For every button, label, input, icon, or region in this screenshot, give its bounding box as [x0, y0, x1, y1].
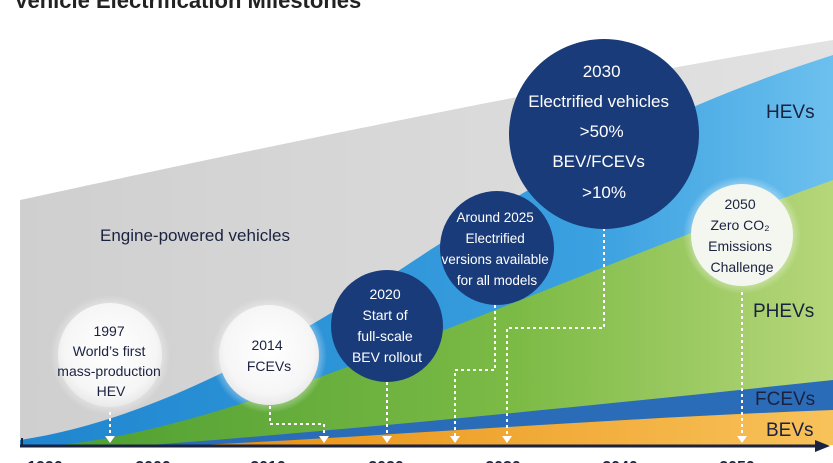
label-hevs: HEVs — [766, 102, 815, 123]
arrowhead-icon — [319, 436, 329, 443]
year-label: 2040 — [602, 459, 638, 463]
milestone-line: full-scale — [357, 328, 412, 344]
year-label: 2010 — [250, 459, 286, 463]
label-phevs: PHEVs — [753, 301, 814, 322]
milestone-line: Electrified — [465, 231, 524, 246]
milestone-line: World’s first — [73, 343, 146, 359]
year-label: 2050 — [719, 459, 755, 463]
milestone-line: BEV/FCEVs — [552, 152, 645, 171]
arrowhead-icon — [450, 436, 460, 443]
milestone-2025: Around 2025 Electrified versions availab… — [440, 191, 554, 305]
milestone-2014: 2014 FCEVs — [211, 297, 327, 413]
milestone-line: BEV rollout — [352, 349, 422, 365]
axis-year-labels: 1990 2000 2010 2020 2030 2040 2050 — [27, 459, 755, 463]
year-label: 2030 — [485, 459, 521, 463]
page-title: Vehicle Electrification Milestones — [14, 0, 362, 13]
milestone-line: Zero CO₂ — [710, 217, 769, 233]
milestone-line: 1997 — [93, 323, 124, 339]
svg-text:2014 FCEVs: 2014 FCEVs — [247, 337, 291, 374]
milestone-line: 2030 — [583, 62, 621, 81]
svg-text:1997 World’s first: 1997 World’s first mass-production HEV — [57, 323, 164, 399]
milestone-line: >50% — [580, 122, 624, 141]
connector-2030 — [506, 228, 605, 436]
milestone-line: 2050 — [724, 196, 755, 212]
milestone-line: FCEVs — [247, 358, 291, 374]
svg-text:2050 Zero CO₂ Emis: 2050 Zero CO₂ Emissions Challenge — [708, 196, 776, 275]
milestone-2050: 2050 Zero CO₂ Emissions Challenge — [683, 176, 801, 294]
year-label: 2000 — [135, 459, 171, 463]
arrowhead-icon — [502, 436, 512, 443]
milestone-line: 2020 — [369, 286, 400, 302]
milestone-line: Emissions — [708, 238, 772, 254]
milestone-line: Electrified vehicles — [528, 92, 669, 111]
area-phev — [60, 180, 833, 445]
milestone-line: versions available — [441, 252, 548, 267]
svg-text:Around 2025 Electrified: Around 2025 Electrified versions availab… — [441, 210, 552, 288]
milestone-1997: 1997 World’s first mass-production HEV — [50, 295, 170, 415]
label-engine-vehicles: Engine-powered vehicles — [100, 226, 290, 245]
milestone-line: Challenge — [710, 259, 773, 275]
arrowhead-icon — [105, 436, 115, 443]
milestone-line: mass-production — [57, 363, 161, 379]
svg-text:2020 Start of full: 2020 Start of full-scale BEV rollout — [352, 286, 422, 365]
milestone-2020: 2020 Start of full-scale BEV rollout — [331, 270, 443, 382]
milestone-2030: 2030 Electrified vehicles >50% BEV/FCEVs… — [509, 39, 699, 229]
arrowhead-icon — [737, 436, 747, 443]
year-label: 2020 — [368, 459, 404, 463]
milestone-line: Start of — [362, 307, 407, 323]
milestone-line: Around 2025 — [456, 210, 533, 225]
year-label: 1990 — [27, 459, 63, 463]
axis-arrow-icon — [815, 440, 830, 452]
milestone-line: HEV — [97, 383, 126, 399]
area-bev — [200, 410, 833, 445]
connector-2025 — [454, 305, 496, 436]
arrowhead-icon — [382, 436, 392, 443]
label-fcevs: FCEVs — [755, 389, 815, 410]
connector-2014 — [269, 406, 325, 436]
milestone-line: >10% — [582, 183, 626, 202]
milestone-line: for all models — [457, 273, 538, 288]
milestone-line: 2014 — [251, 337, 282, 353]
label-bevs: BEVs — [766, 420, 814, 441]
svg-text:2030 Electrified vehicle: 2030 Electrified vehicles >50% BEV/FCEVs… — [528, 62, 674, 202]
